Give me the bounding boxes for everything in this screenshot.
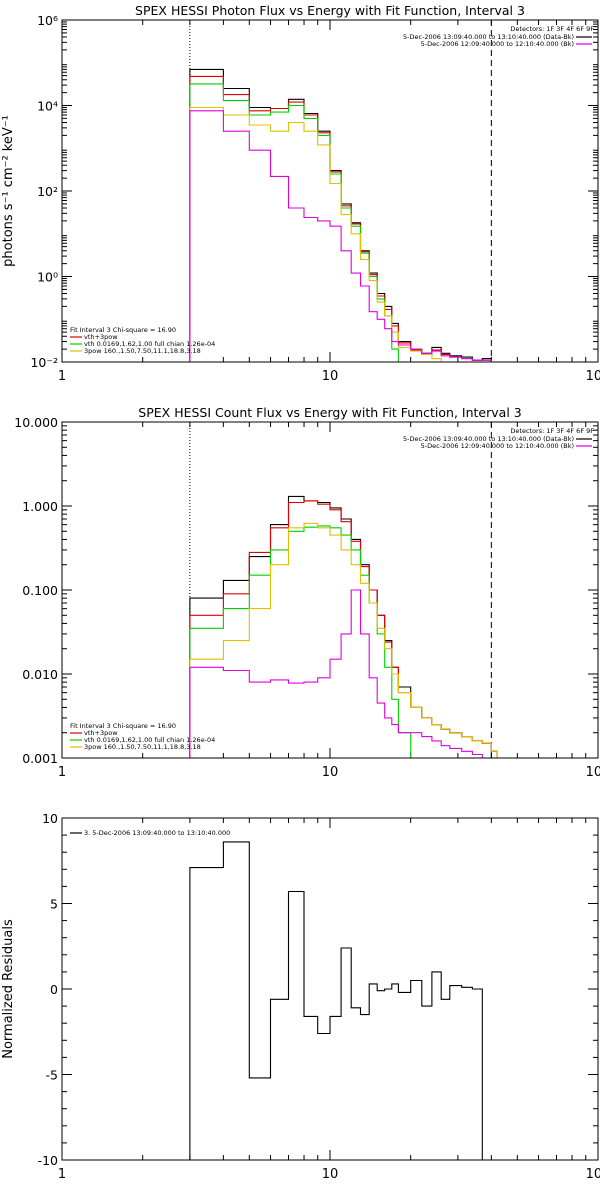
plot-frame [61,817,599,1161]
chart-panel-3: 1 10 100 -10 -5 0 5 10 Normalized Residuals 3. 5-… [1,811,600,1182]
x-tick-label: 100 [586,765,600,780]
y-tick-label: 0.001 [22,751,58,766]
legend-label: 5-Dec-2006 13:09:40.000 to 13:10:40.000 … [403,435,574,443]
y-axis-label: photons s⁻¹ cm⁻² keV⁻¹ [1,115,16,267]
series-line-bk [189,589,497,758]
plot-frame [61,421,599,759]
y-tick-label: 10² [37,184,58,199]
series-line-3pow [189,106,492,362]
chart-title: SPEX HESSI Count Flux vs Energy with Fit… [138,405,521,420]
y-tick-label: 10⁻² [30,355,58,370]
y-tick-label: 10.000 [14,415,58,430]
y-axis-label: Normalized Residuals [1,919,16,1059]
series-line-3pow [189,522,498,758]
fit-info-text: vth+3pow [84,729,118,737]
x-tick-label: 1 [58,369,66,384]
chart-panel-2: SPEX HESSI Count Flux vs Energy with Fit… [14,405,600,780]
fit-info-text: 3pow 160.,1.50,7.50,11.1,18.8,3.18 [84,347,201,355]
y-tick-label: 0 [50,982,58,997]
series-group [189,841,492,1160]
y-tick-label: -5 [46,1068,58,1083]
legend-label: 5-Dec-2006 12:09:40.000 to 12:10:40.000 … [421,442,574,450]
fit-info-text: 3pow 160.,1.50,7.50,11.1,18.8,3.18 [84,743,201,751]
y-tick-label: -10 [38,1153,58,1168]
x-tick-label: 1 [58,1167,66,1182]
series-group [189,68,492,362]
chart-panel-1: SPEX HESSI Photon Flux vs Energy with Fi… [1,3,600,384]
x-tick-label: 10 [322,369,339,384]
x-tick-label: 100 [586,1167,600,1182]
y-tick-label: 0.100 [22,583,58,598]
y-tick-label: 10⁶ [37,13,58,28]
legend-label: 3. 5-Dec-2006 13:09:40.000 to 13:10:40.0… [84,829,230,837]
fit-info-text: Fit Interval 3 Chi-square = 16.90 [70,326,176,334]
x-tick-label: 1 [58,765,66,780]
series-line-residuals [189,841,492,1160]
plot-frame [61,19,599,363]
fit-info-text: vth+3pow [84,333,118,341]
legend-label: 5-Dec-2006 12:09:40.000 to 12:10:40.000 … [421,40,574,48]
series-line-vth-3pow [189,500,498,758]
legend-header: Detectors: 1F 3F 4F 6F 9F [510,427,594,435]
x-tick-label: 100 [586,369,600,384]
y-tick-label: 1.000 [22,499,58,514]
y-tick-label: 0.010 [22,667,58,682]
legend-header: Detectors: 1F 3F 4F 6F 9F [510,25,594,33]
fit-info-text: Fit Interval 3 Chi-square = 16.90 [70,722,176,730]
y-tick-label: 10⁰ [37,270,58,285]
series-line-data-bk [189,68,492,362]
series-group [189,495,498,758]
y-tick-label: 5 [50,897,58,912]
series-line-vth [189,525,498,758]
y-tick-label: 10⁴ [37,99,58,114]
x-tick-label: 10 [322,1167,339,1182]
legend-label: 5-Dec-2006 13:09:40.000 to 13:10:40.000 … [403,33,574,41]
fit-info-text: vth 0.0169,1.62,1.00 full chian 1.26e-04 [84,340,215,348]
series-line-vth-3pow [189,75,492,362]
y-tick-label: 10 [42,811,58,826]
x-tick-label: 10 [322,765,339,780]
fit-info-text: vth 0.0169,1.62,1.00 full chian 1.26e-04 [84,736,215,744]
chart-title: SPEX HESSI Photon Flux vs Energy with Fi… [135,3,525,18]
series-line-bk [189,110,492,362]
